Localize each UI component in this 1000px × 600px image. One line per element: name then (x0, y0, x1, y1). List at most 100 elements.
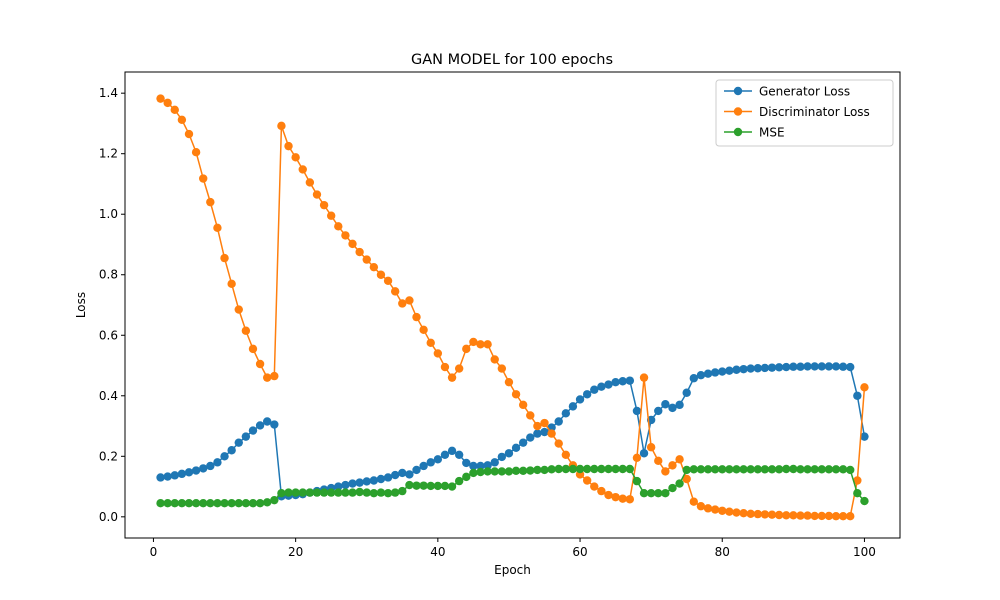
data-point-mse (362, 488, 371, 497)
data-point-mse (860, 496, 869, 506)
data-point-generator-loss (199, 464, 208, 473)
data-point-generator-loss (582, 390, 592, 399)
data-point-generator-loss (476, 461, 485, 471)
data-point-generator-loss (426, 458, 435, 467)
data-point-generator-loss (213, 458, 222, 467)
data-point-mse (454, 476, 464, 486)
data-point-generator-loss (191, 466, 201, 475)
data-point-discriminator-loss (824, 511, 834, 521)
data-point-discriminator-loss (760, 510, 770, 519)
data-point-generator-loss (419, 461, 428, 471)
data-point-discriminator-loss (156, 94, 165, 103)
data-point-mse (760, 465, 770, 474)
data-point-generator-loss (177, 469, 187, 479)
data-point-mse (433, 481, 443, 491)
data-point-mse (220, 499, 229, 508)
data-point-mse (469, 468, 478, 478)
data-point-generator-loss (469, 461, 478, 471)
data-point-discriminator-loss (561, 450, 571, 459)
data-point-discriminator-loss (604, 490, 613, 500)
data-point-discriminator-loss (625, 495, 635, 504)
data-point-mse (746, 465, 755, 474)
legend-swatch-marker (733, 127, 743, 137)
data-point-discriminator-loss (526, 411, 535, 420)
data-point-discriminator-loss (782, 511, 791, 520)
data-point-mse (540, 465, 549, 475)
data-point-generator-loss (462, 458, 471, 468)
data-point-discriminator-loss (696, 502, 706, 511)
data-point-mse (497, 467, 507, 476)
data-point-discriminator-loss (213, 223, 222, 233)
data-point-mse (376, 488, 386, 497)
data-point-generator-loss (718, 367, 727, 376)
data-point-discriminator-loss (540, 418, 549, 428)
data-point-generator-loss (163, 472, 172, 481)
data-point-mse (526, 466, 535, 475)
data-point-discriminator-loss (654, 456, 663, 466)
data-point-mse (838, 465, 848, 474)
legend-label: MSE (759, 126, 785, 140)
data-point-mse (369, 489, 379, 498)
data-point-discriminator-loss (853, 476, 862, 485)
data-point-mse (341, 488, 350, 497)
y-tick-label: 1.2 (99, 147, 118, 161)
data-point-mse (831, 465, 841, 474)
data-point-mse (639, 489, 649, 498)
data-point-generator-loss (355, 478, 364, 487)
data-point-discriminator-loss (533, 421, 542, 431)
data-point-discriminator-loss (718, 506, 727, 515)
data-point-generator-loss (625, 376, 635, 385)
data-point-discriminator-loss (348, 239, 357, 249)
data-point-mse (718, 465, 727, 474)
series-mse (156, 464, 869, 508)
data-point-generator-loss (362, 477, 371, 486)
data-point-discriminator-loss (518, 400, 528, 410)
data-point-discriminator-loss (170, 105, 179, 115)
data-point-discriminator-loss (206, 197, 215, 207)
data-point-generator-loss (632, 406, 642, 416)
data-point-generator-loss (497, 452, 507, 462)
data-point-generator-loss (575, 395, 585, 404)
data-point-generator-loss (831, 362, 841, 371)
data-point-generator-loss (348, 479, 357, 488)
data-point-discriminator-loss (817, 511, 826, 521)
data-point-discriminator-loss (803, 511, 812, 520)
y-tick-label: 1.0 (99, 207, 118, 221)
data-point-mse (156, 499, 165, 508)
data-point-mse (590, 464, 599, 474)
data-point-mse (554, 464, 563, 474)
data-point-generator-loss (369, 476, 379, 485)
data-point-discriminator-loss (490, 355, 499, 364)
data-point-discriminator-loss (298, 165, 307, 174)
data-point-discriminator-loss (263, 373, 272, 382)
data-point-discriminator-loss (703, 504, 713, 513)
legend-entry: MSE (724, 126, 785, 140)
data-point-mse (796, 465, 805, 474)
data-point-generator-loss (248, 426, 258, 435)
data-point-discriminator-loss (753, 509, 762, 519)
data-point-mse (213, 499, 222, 508)
data-point-discriminator-loss (270, 371, 279, 381)
data-point-generator-loss (270, 420, 279, 429)
data-point-discriminator-loss (611, 492, 620, 502)
data-point-mse (696, 465, 706, 474)
data-point-mse (504, 467, 514, 476)
data-point-generator-loss (376, 474, 386, 484)
data-point-generator-loss (654, 406, 663, 416)
data-point-mse (604, 464, 613, 474)
data-point-generator-loss (433, 455, 443, 464)
data-point-mse (739, 465, 748, 474)
x-tick-label: 100 (853, 545, 876, 559)
y-tick-label: 0.0 (99, 510, 118, 524)
data-point-discriminator-loss (312, 190, 322, 199)
data-point-discriminator-loss (405, 296, 414, 305)
data-point-discriminator-loss (511, 390, 521, 399)
data-point-discriminator-loss (255, 359, 265, 369)
x-tick-label: 60 (572, 545, 587, 559)
data-point-mse (661, 489, 670, 498)
x-axis-label: Epoch (494, 563, 531, 577)
data-point-discriminator-loss (710, 505, 720, 514)
data-point-discriminator-loss (632, 453, 642, 463)
data-point-mse (518, 466, 528, 476)
